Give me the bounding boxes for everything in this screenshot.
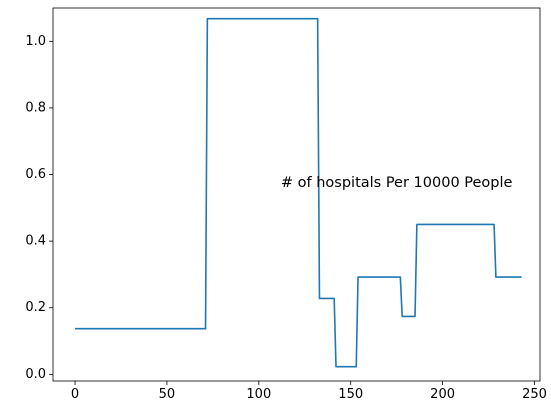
plot-area [53,8,540,381]
y-tick-label: 0.6 [25,167,46,182]
y-axis: 0.0 0.2 0.4 0.6 0.8 1.0 [25,34,53,382]
x-tick-label: 100 [246,387,271,402]
series-layer [75,17,522,368]
x-tick-label: 150 [338,387,363,402]
annotation-text: # of hospitals Per 10000 People [281,175,513,191]
x-tick-label: 0 [71,387,79,402]
x-tick-label: 200 [430,387,455,402]
plot-frame [52,7,541,382]
y-tick-label: 1.0 [25,34,46,49]
y-tick-label: 0.8 [25,100,46,115]
x-tick-label: 250 [522,387,547,402]
x-axis: 0 50 100 150 200 250 [71,381,547,402]
x-tick-label: 50 [159,387,176,402]
y-tick-label: 0.4 [25,234,46,249]
y-tick-label: 0.2 [25,300,46,315]
y-tick-label: 0.0 [25,367,46,382]
series-line-0 [75,17,522,368]
